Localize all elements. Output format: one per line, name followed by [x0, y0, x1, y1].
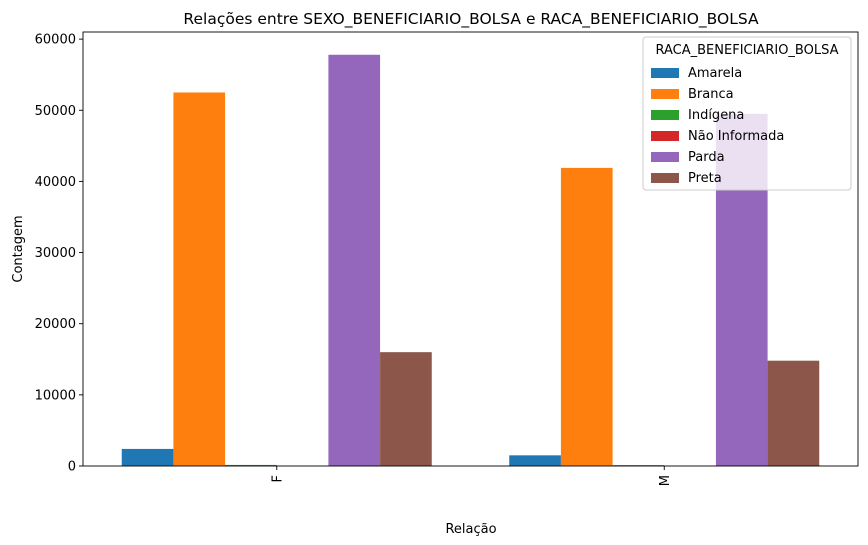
legend-swatch: [651, 152, 679, 162]
y-axis-label: Contagem: [11, 215, 26, 282]
plot-frame: [82, 31, 859, 467]
legend: RACA_BENEFICIARIO_BOLSA Amarela Branca Ind…: [642, 36, 852, 191]
bar-Preta-F: [380, 352, 432, 466]
legend-label: Indígena: [688, 108, 744, 123]
x-axis-label: Relação: [445, 522, 496, 537]
y-tick-label: 60000: [35, 33, 76, 48]
y-tick-label: 30000: [35, 246, 76, 261]
bar-Branca-M: [560, 167, 613, 467]
bar-Amarela-F: [121, 448, 174, 466]
y-tick-label: 50000: [35, 104, 76, 119]
y-tick-label: 20000: [35, 317, 76, 332]
bar-Parda-F: [328, 54, 381, 466]
y-axis: 0 10000 20000 30000 40000 50000 60000: [35, 33, 83, 475]
legend-label: Amarela: [688, 66, 742, 81]
bar-Indígena-F: [225, 464, 277, 466]
legend-swatch: [651, 68, 679, 78]
x-tick-label: F: [270, 475, 285, 482]
legend-items: Amarela Branca Indígena Não Informada Parda P…: [651, 66, 784, 186]
y-tick-label: 40000: [35, 175, 76, 190]
legend-label: Não Informada: [688, 129, 784, 144]
legend-label: Preta: [688, 171, 722, 186]
legend-swatch: [651, 89, 679, 99]
x-tick-label: M: [658, 475, 673, 486]
legend-label: Parda: [688, 150, 725, 165]
y-tick-label: 10000: [35, 388, 76, 403]
legend-label: Branca: [688, 87, 734, 102]
y-tick-label: 0: [68, 460, 76, 475]
legend-swatch: [651, 131, 679, 141]
legend-box: [642, 36, 852, 191]
bar-Branca-F: [173, 92, 226, 467]
chart-title: Relações entre SEXO_BENEFICIARIO_BOLSA e…: [183, 10, 759, 29]
bar-Preta-M: [767, 360, 820, 466]
legend-title: RACA_BENEFICIARIO_BOLSA: [656, 43, 839, 58]
bar-Amarela-M: [509, 455, 561, 466]
legend-swatch: [651, 173, 679, 183]
legend-swatch: [651, 110, 679, 120]
